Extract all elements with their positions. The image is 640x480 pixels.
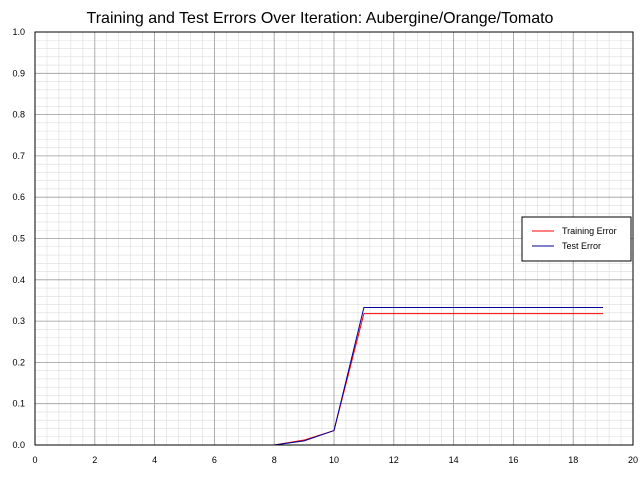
x-tick-label: 18: [568, 455, 578, 465]
plot-frame: [34, 31, 634, 446]
y-tick-label: 0.0: [12, 440, 25, 450]
chart-title: Training and Test Errors Over Iteration:…: [87, 10, 554, 27]
legend-label-1: Test Error: [562, 241, 601, 251]
x-tick-label: 4: [152, 455, 157, 465]
x-tick-label: 2: [92, 455, 97, 465]
legend-box: [521, 216, 632, 262]
legend-label-0: Training Error: [562, 226, 617, 236]
x-tick-label: 20: [628, 455, 638, 465]
y-tick-label: 0.4: [12, 275, 25, 285]
y-tick-label: 0.5: [12, 234, 25, 244]
y-tick-label: 0.7: [12, 151, 25, 161]
x-tick-label: 10: [329, 455, 339, 465]
y-tick-label: 0.2: [12, 357, 25, 367]
y-tick-label: 1.0: [12, 27, 25, 37]
axes: [34, 31, 634, 446]
x-tick-label: 14: [449, 455, 459, 465]
x-tick-label: 16: [508, 455, 518, 465]
y-tick-label: 0.3: [12, 316, 25, 326]
x-tick-label: 12: [389, 455, 399, 465]
y-tick-label: 0.1: [12, 399, 25, 409]
x-tick-label: 6: [212, 455, 217, 465]
y-tick-label: 0.8: [12, 110, 25, 120]
legend: Training Error Test Error: [521, 216, 632, 262]
y-tick-label: 0.9: [12, 68, 25, 78]
tick-labels: 0 2 4 6 8 10 12 14 16 18 20 0.0 0.1 0.2 0.3 0.4 0.5 0.6 0.…: [12, 27, 638, 465]
x-tick-label: 8: [272, 455, 277, 465]
x-tick-label: 0: [32, 455, 37, 465]
y-tick-label: 0.6: [12, 192, 25, 202]
